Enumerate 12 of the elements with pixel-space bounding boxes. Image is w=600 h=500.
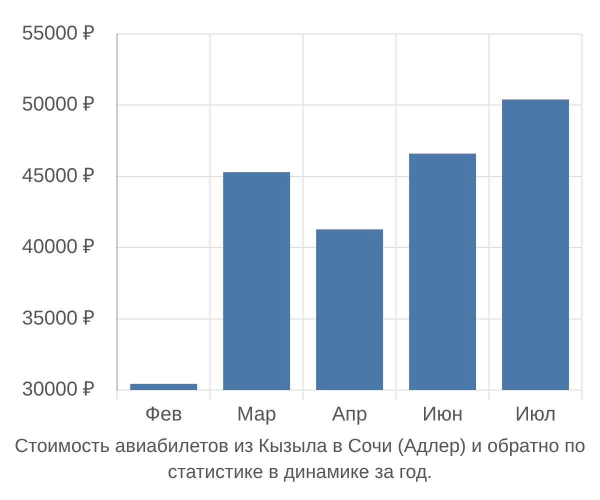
x-tick-label: Июн (422, 404, 463, 426)
text: Стоимость авиабилетов из Кызыла в Сочи (Адлер) и обратно по статистике в динамике за год. (14, 435, 586, 485)
y-tick-label: 30000 ₽ (22, 378, 96, 401)
x-tick-label: Мар (237, 404, 276, 426)
y-tick-label: 45000 ₽ (22, 164, 96, 187)
x-tick-label: Фев (145, 404, 182, 426)
x-tick-label: Апр (332, 404, 368, 426)
x-tick-label: Июл (515, 404, 556, 426)
y-tick-label: 35000 ₽ (22, 307, 96, 330)
y-tick-label: 50000 ₽ (22, 94, 96, 116)
y-tick-label: 55000 ₽ (22, 22, 96, 45)
y-tick-label: 40000 ₽ (22, 236, 96, 258)
